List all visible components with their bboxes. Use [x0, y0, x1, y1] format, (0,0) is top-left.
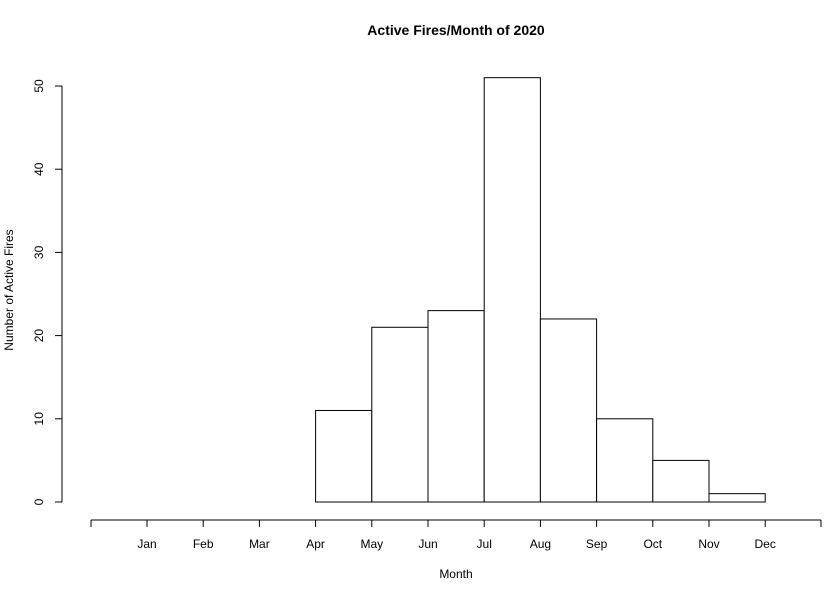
x-tick-label: Apr [306, 537, 325, 551]
y-tick-label: 40 [32, 162, 46, 176]
x-tick-label: Jun [418, 537, 437, 551]
bar-nov [708, 493, 766, 503]
y-tick-label: 30 [32, 245, 46, 259]
bar-may [371, 326, 429, 503]
y-axis: 0 10 20 30 40 50 [32, 79, 63, 505]
bar-oct [652, 459, 710, 503]
x-tick-label: Oct [643, 537, 662, 551]
x-tick-label: Mar [249, 537, 270, 551]
bar-jul [483, 77, 541, 503]
x-tick-label: Feb [193, 537, 214, 551]
y-tick-label: 20 [32, 329, 46, 343]
bar-aug [539, 318, 598, 503]
bar-sep [596, 418, 654, 503]
x-axis-label: Month [439, 567, 472, 581]
y-tick-label: 0 [32, 498, 46, 505]
x-tick-label: Jul [477, 537, 492, 551]
y-axis-label: Number of Active Fires [2, 229, 16, 350]
x-axis: Jan Feb Mar Apr May Jun Jul Aug Sep Oct Nov Dec [90, 519, 822, 551]
x-tick-label: Nov [698, 537, 719, 551]
x-tick-label: Sep [586, 537, 608, 551]
chart-title: Active Fires/Month of 2020 [367, 22, 545, 38]
bars-group [315, 77, 766, 503]
x-tick-label: Jan [137, 537, 156, 551]
bar-jun [427, 310, 485, 503]
x-tick-label: Aug [530, 537, 551, 551]
y-tick-label: 10 [32, 412, 46, 426]
y-tick-label: 50 [32, 79, 46, 93]
bar-apr [315, 409, 373, 503]
x-tick-label: Dec [755, 537, 776, 551]
x-tick-label: May [360, 537, 383, 551]
